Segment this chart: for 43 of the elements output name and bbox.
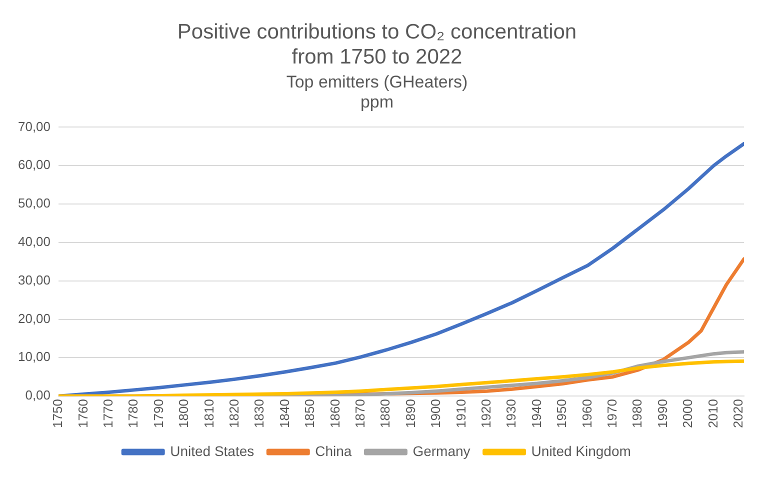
x-tick-label: 1980 [630, 399, 645, 428]
x-tick-label: 1910 [453, 399, 468, 428]
y-tick-label: 70,00 [18, 118, 51, 134]
x-tick-label: 1770 [100, 399, 116, 428]
x-tick-label: 2010 [705, 399, 720, 428]
x-tick-label: 1760 [75, 399, 90, 428]
x-tick-label: 1940 [528, 399, 544, 428]
x-tick-label: 1990 [654, 399, 670, 428]
x-tick-label: 2000 [680, 399, 696, 428]
y-tick-label: 40,00 [18, 234, 51, 250]
x-tick-label: 1970 [604, 399, 620, 428]
x-tick-label: 1870 [352, 399, 368, 428]
text: Top emitters (GHeaters) [286, 72, 468, 92]
x-tick-label: 1840 [276, 399, 292, 428]
x-tick-label: 1820 [226, 399, 242, 428]
x-tick-label: 1960 [579, 399, 594, 428]
y-tick-label: 50,00 [18, 196, 51, 211]
chart-title: Positive contributions to CO₂ concentration from 1750 to 2022 [177, 20, 577, 69]
x-tick-label: 1810 [201, 399, 216, 428]
text: ppm [360, 92, 394, 112]
y-tick-label: 10,00 [18, 349, 51, 364]
y-tick-label: 60,00 [18, 157, 51, 172]
x-tick-label: 1780 [126, 399, 141, 428]
x-tick-label: 1830 [252, 399, 267, 428]
x-tick-label: 1750 [50, 399, 66, 428]
legend-label: United Kingdom [531, 442, 631, 459]
y-tick-label: 20,00 [18, 310, 51, 326]
x-tick-label: 1860 [327, 399, 342, 428]
x-tick-label: 1950 [554, 399, 570, 428]
x-tick-label: 1790 [150, 399, 166, 428]
y-tick-label: 0,00 [25, 388, 51, 403]
x-tick-label: 1800 [176, 399, 192, 428]
x-tick-label: 1890 [402, 399, 418, 428]
x-tick-label: 1920 [478, 399, 494, 428]
legend-label: United States [170, 442, 254, 459]
legend-label: Germany [412, 442, 470, 459]
x-tick-label: 2020 [730, 399, 746, 428]
legend-label: China [315, 442, 352, 459]
x-tick-label: 1880 [378, 399, 393, 428]
x-tick-label: 1850 [302, 399, 318, 428]
x-tick-label: 1900 [428, 399, 444, 428]
x-tick-label: 1930 [504, 399, 519, 428]
y-tick-label: 30,00 [18, 272, 51, 288]
